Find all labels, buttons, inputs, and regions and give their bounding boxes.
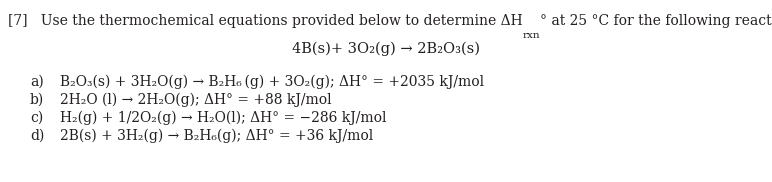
Text: B₂O₃(s) + 3H₂O(g) → B₂H₆ (g) + 3O₂(g); ΔH° = +2035 kJ/mol: B₂O₃(s) + 3H₂O(g) → B₂H₆ (g) + 3O₂(g); Δ…: [60, 75, 484, 89]
Text: 2H₂O (l) → 2H₂O(g); ΔH° = +88 kJ/mol: 2H₂O (l) → 2H₂O(g); ΔH° = +88 kJ/mol: [60, 93, 332, 107]
Text: [7]   Use the thermochemical equations provided below to determine ΔH: [7] Use the thermochemical equations pro…: [8, 14, 523, 28]
Text: H₂(g) + 1/2O₂(g) → H₂O(l); ΔH° = −286 kJ/mol: H₂(g) + 1/2O₂(g) → H₂O(l); ΔH° = −286 kJ…: [60, 111, 387, 125]
Text: ° at 25 °C for the following reaction:: ° at 25 °C for the following reaction:: [540, 14, 772, 28]
Text: b): b): [30, 93, 44, 107]
Text: rxn: rxn: [523, 31, 540, 41]
Text: c): c): [30, 111, 43, 125]
Text: d): d): [30, 129, 44, 143]
Text: 2B(s) + 3H₂(g) → B₂H₆(g); ΔH° = +36 kJ/mol: 2B(s) + 3H₂(g) → B₂H₆(g); ΔH° = +36 kJ/m…: [60, 129, 373, 143]
Text: a): a): [30, 75, 44, 89]
Text: rxn: rxn: [523, 31, 540, 41]
Text: 4B(s)+ 3O₂(g) → 2B₂O₃(s): 4B(s)+ 3O₂(g) → 2B₂O₃(s): [292, 42, 480, 56]
